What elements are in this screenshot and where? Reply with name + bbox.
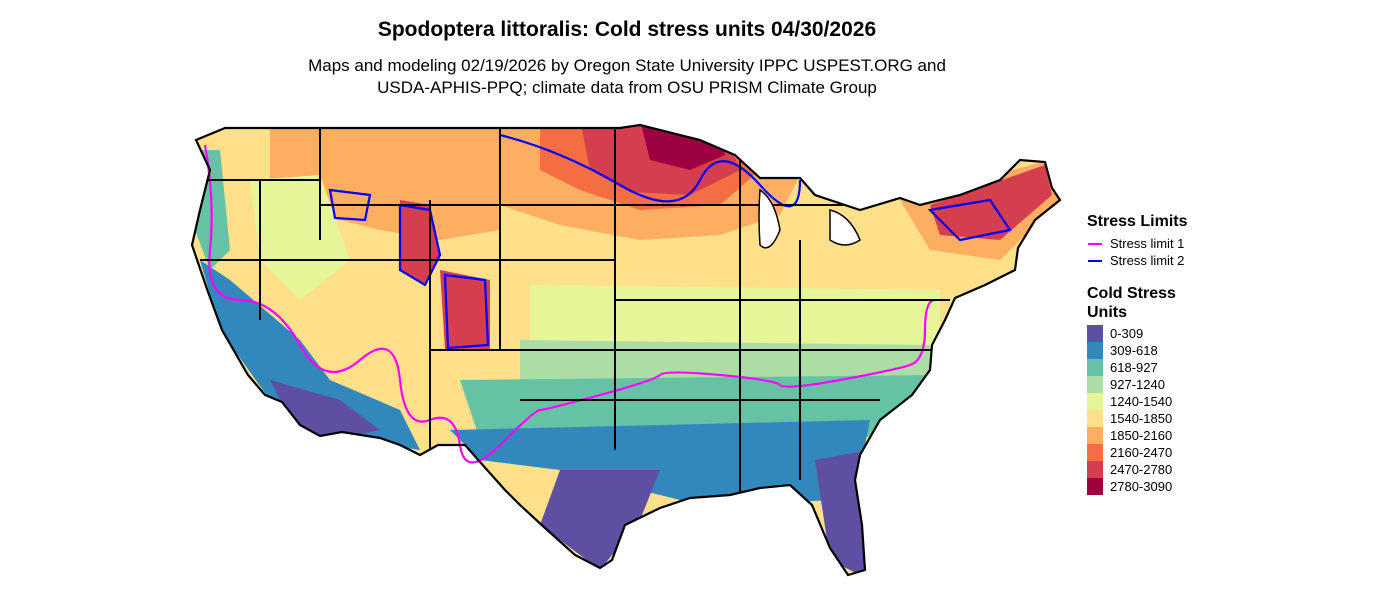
csu-label: 0-309	[1110, 326, 1144, 341]
csu-swatch	[1087, 478, 1103, 495]
stress-limit-2-key	[1087, 252, 1103, 269]
csu-swatch	[1087, 410, 1103, 427]
stress-limit-2-line-idaho	[328, 188, 372, 222]
lake-michigan	[758, 188, 781, 249]
us-outline	[190, 123, 1062, 577]
csu-swatch	[1087, 376, 1103, 393]
csu-label: 927-1240	[1110, 377, 1165, 392]
stress-limit-1-label: Stress limit 1	[1110, 236, 1185, 251]
csu-swatch	[1087, 359, 1103, 376]
csu-swatch	[1087, 461, 1103, 478]
csu-legend-item: 927-1240	[1087, 376, 1165, 393]
band-2470-2780-colorado	[440, 270, 490, 350]
lake-huron	[829, 209, 861, 246]
csu-legend-item: 309-618	[1087, 342, 1158, 359]
cold-stress-raster	[192, 125, 1060, 575]
csu-legend-item: 1540-1850	[1087, 410, 1172, 427]
csu-label: 309-618	[1110, 343, 1158, 358]
stress-limit-1-key	[1087, 235, 1103, 252]
stress-limit-2-legend-item: Stress limit 2	[1087, 252, 1184, 269]
csu-swatch	[1087, 325, 1103, 342]
csu-label: 618-927	[1110, 360, 1158, 375]
map-subtitle-line-2: USDA-APHIS-PPQ; climate data from OSU PR…	[377, 78, 877, 97]
csu-legend-item: 1240-1540	[1087, 393, 1172, 410]
csu-swatch	[1087, 342, 1103, 359]
csu-label: 1850-2160	[1110, 428, 1173, 443]
csu-legend-item: 2780-3090	[1087, 478, 1172, 495]
stress-limit-1-legend-item: Stress limit 1	[1087, 235, 1184, 252]
csu-label: 2780-3090	[1110, 479, 1173, 494]
band-0-309-florida	[815, 450, 870, 575]
map-title: Spodoptera littoralis: Cold stress units…	[377, 18, 877, 41]
band-0-309-texas	[540, 470, 660, 570]
csu-legend-item: 2160-2470	[1087, 444, 1172, 461]
stress-limit-2-label: Stress limit 2	[1110, 253, 1185, 268]
cold-stress-units-legend-title: Cold Stress Units	[1087, 285, 1176, 321]
stress-limit-2-line-newengland	[927, 198, 1012, 242]
state-borders	[192, 128, 950, 500]
csu-legend-item: 2470-2780	[1087, 461, 1172, 478]
csu-label: 1540-1850	[1110, 411, 1173, 426]
band-309-618-southwest	[200, 260, 420, 450]
csu-swatch	[1087, 444, 1103, 461]
csu-swatch	[1087, 427, 1103, 444]
stress-limit-lines	[203, 133, 1012, 464]
csu-swatch	[1087, 393, 1103, 410]
csu-legend-item: 0-309	[1087, 325, 1143, 342]
stress-limit-1-line	[203, 144, 936, 464]
csu-legend-item: 1850-2160	[1087, 427, 1172, 444]
band-309-618-south	[450, 420, 870, 505]
stress-limit-2-line-north	[499, 133, 802, 208]
csu-legend-item: 618-927	[1087, 359, 1158, 376]
map-subtitle-line-1: Maps and modeling 02/19/2026 by Oregon S…	[308, 56, 946, 75]
csu-label: 2470-2780	[1110, 462, 1173, 477]
stress-limit-2-line-colorado	[443, 273, 490, 350]
csu-label: 2160-2470	[1110, 445, 1173, 460]
csu-label: 1240-1540	[1110, 394, 1173, 409]
stress-limits-legend-title: Stress Limits	[1087, 213, 1188, 230]
band-1240-1540-greatbasin	[250, 175, 350, 300]
band-0-309-arizona	[270, 380, 380, 440]
